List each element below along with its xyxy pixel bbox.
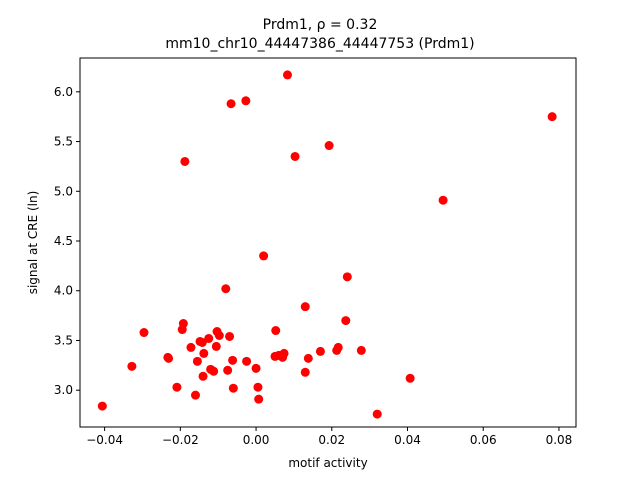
data-point [300,302,310,312]
data-point [223,365,233,375]
x-tick-label: 0.02 [318,433,345,447]
data-point [324,141,334,151]
data-point [225,331,235,341]
data-point [303,353,313,363]
chart-title-line1: Prdm1, ρ = 0.32 [263,17,378,33]
data-point [221,284,231,294]
x-tick-label: −0.02 [162,433,199,447]
data-point [228,355,238,365]
x-tick-label: 0.08 [546,433,573,447]
chart-title-line2: mm10_chr10_44447386_44447753 (Prdm1) [165,36,474,52]
data-point [315,346,325,356]
data-point [271,326,281,336]
x-axis-ticks: −0.04 −0.02 0.00 0.02 0.04 0.06 0.08 [86,427,572,447]
data-point [186,342,196,352]
data-point [251,363,261,373]
data-point [97,401,107,411]
data-point [198,371,208,381]
plot-area-frame [79,57,577,428]
y-tick-label: 3.5 [54,333,73,347]
data-point [259,251,269,261]
data-point [405,373,415,383]
data-point [242,356,252,366]
data-point [199,348,209,358]
data-point [333,342,343,352]
x-tick-label: −0.04 [86,433,123,447]
data-point [164,353,174,363]
y-tick-label: 3.0 [54,383,73,397]
data-point [180,156,190,166]
data-point [356,345,366,355]
data-point [282,70,292,80]
data-points [97,70,557,419]
x-tick-label: 0.04 [394,433,421,447]
y-tick-label: 5.0 [54,184,73,198]
data-point [127,361,137,371]
x-tick-label: 0.00 [243,433,270,447]
data-point [192,356,202,366]
data-point [139,328,149,338]
y-tick-label: 4.0 [54,284,73,298]
data-point [209,366,219,376]
data-point [372,409,382,419]
data-point [438,195,448,205]
y-tick-label: 6.0 [54,85,73,99]
data-point [341,316,351,326]
data-point [197,337,207,347]
data-point [254,394,264,404]
data-point [241,96,251,106]
data-point [342,272,352,282]
data-point [300,367,310,377]
y-axis-ticks: 3.0 3.5 4.0 4.5 5.0 5.5 6.0 [54,85,80,397]
y-axis-label: signal at CRE (ln) [26,191,40,295]
data-point [214,330,224,340]
data-point [211,341,221,351]
data-point [547,112,557,122]
y-tick-label: 4.5 [54,234,73,248]
data-point [226,99,236,109]
data-point [279,348,289,358]
data-point [228,383,238,393]
y-tick-label: 5.5 [54,135,73,149]
data-point [253,382,263,392]
data-point [204,333,214,343]
data-point [172,382,182,392]
data-point [290,151,300,161]
x-axis-label: motif activity [288,456,367,470]
x-tick-label: 0.06 [470,433,497,447]
data-point [190,390,200,400]
data-point [178,319,188,329]
